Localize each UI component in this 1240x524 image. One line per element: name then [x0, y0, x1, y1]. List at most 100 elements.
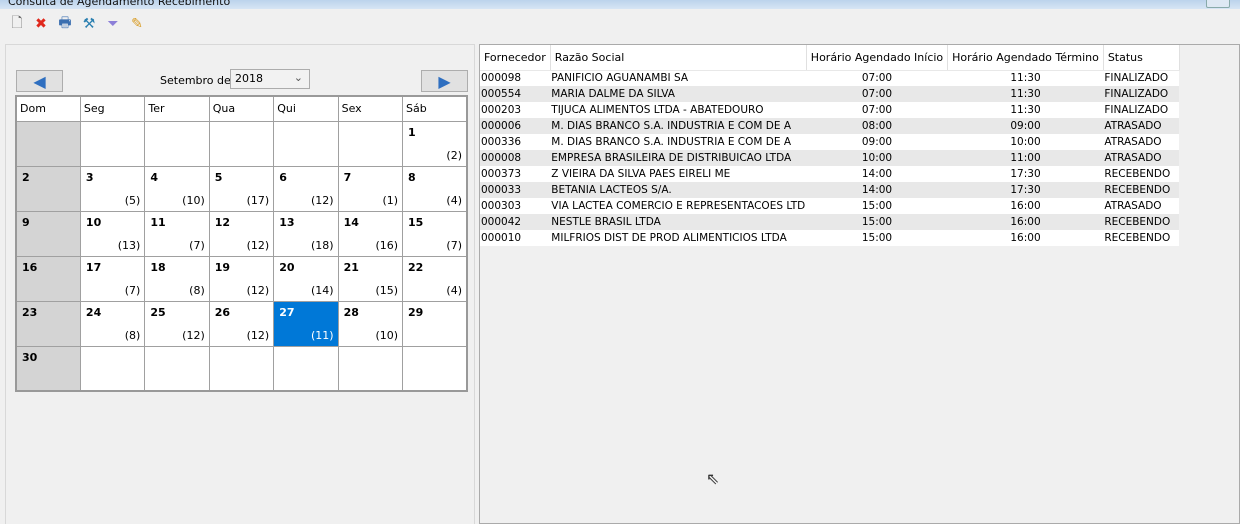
table-row[interactable]: 000303 VIA LACTEA COMERCIO E REPRESENTACO…: [480, 198, 1180, 214]
calendar-day[interactable]: 3 (5): [79, 165, 146, 212]
table-cell: FINALIZADO: [1103, 102, 1180, 118]
table-cell: TIJUCA ALIMENTOS LTDA - ABATEDOURO: [550, 102, 807, 118]
year-select[interactable]: 2018 ⌄: [230, 69, 310, 89]
chevron-down-icon: ⌄: [293, 71, 303, 84]
column-header[interactable]: Horário Agendado Término: [947, 45, 1104, 71]
calendar-day[interactable]: 26 (12): [208, 300, 275, 347]
calendar-day[interactable]: 11 (7): [144, 210, 210, 257]
table-row[interactable]: 000336 M. DIAS BRANCO S.A. INDUSTRIA E CO…: [480, 134, 1180, 150]
calendar-day[interactable]: 13 (18): [273, 210, 339, 257]
calendar-day[interactable]: 19 (12): [208, 255, 275, 302]
table-cell: 07:00: [806, 102, 948, 118]
calendar-day[interactable]: 30: [15, 345, 81, 392]
table-cell: Z VIEIRA DA SILVA PAES EIRELI ME: [550, 166, 807, 182]
table-cell: 08:00: [806, 118, 948, 134]
calendar-day[interactable]: 28 (10): [337, 300, 404, 347]
calendar-day[interactable]: 9: [15, 210, 81, 257]
calendar-day[interactable]: 22 (4): [402, 255, 468, 302]
calendar-day[interactable]: 21 (15): [337, 255, 404, 302]
day-number: 10: [85, 215, 102, 229]
weekday-header: Qua: [208, 95, 275, 122]
weekday-header: Sáb: [402, 95, 468, 122]
table-cell: 000010: [480, 230, 551, 246]
day-number: 25: [150, 305, 166, 319]
table-row[interactable]: 000008 EMPRESA BRASILEIRA DE DISTRIBUICAO…: [480, 150, 1180, 166]
table-row[interactable]: 000042 NESTLE BRASIL LTDA 15:00 16:00 RECEBE…: [480, 214, 1180, 230]
table-cell: 09:00: [947, 118, 1104, 134]
calendar-day[interactable]: 23: [15, 300, 81, 347]
column-header[interactable]: Horário Agendado Início: [806, 45, 949, 71]
calendar-day[interactable]: 16: [15, 255, 81, 302]
tools-icon[interactable]: ⚒: [82, 16, 96, 32]
day-number: 20: [279, 260, 295, 274]
calendar-day[interactable]: 27 (11): [273, 300, 339, 347]
calendar-day[interactable]: 6 (12): [273, 165, 339, 212]
calendar-week: 2 3 (5) 4 (10) 5 (17) 6 (12) 7 (1) 8 (4): [15, 165, 468, 212]
calendar-day: [273, 345, 339, 392]
calendar-day: [208, 345, 275, 392]
table-cell: 16:00: [947, 230, 1104, 246]
table-row[interactable]: 000010 MILFRIOS DIST DE PROD ALIMENTICIOS…: [480, 230, 1180, 246]
window-title: Consulta de Agendamento Recebimento: [8, 0, 231, 8]
calendar-day[interactable]: 15 (7): [402, 210, 468, 257]
day-number: 24: [85, 305, 102, 319]
calendar-day[interactable]: 25 (12): [144, 300, 210, 347]
table-row[interactable]: 000006 M. DIAS BRANCO S.A. INDUSTRIA E CO…: [480, 118, 1180, 134]
day-number: 21: [343, 260, 359, 274]
table-row[interactable]: 000373 Z VIEIRA DA SILVA PAES EIRELI ME 14…: [480, 166, 1180, 182]
table-cell: MILFRIOS DIST DE PROD ALIMENTICIOS LTDA: [550, 230, 807, 246]
calendar-day[interactable]: 20 (14): [273, 255, 339, 302]
table-cell: RECEBENDO: [1103, 166, 1180, 182]
appointment-count: (10): [182, 193, 205, 207]
appointment-count: (4): [446, 193, 462, 207]
table-cell: 000008: [480, 150, 551, 166]
calendar-day[interactable]: 17 (7): [79, 255, 146, 302]
table-row[interactable]: 000033 BETANIA LACTEOS S/A. 14:00 17:30 RECE…: [480, 182, 1180, 198]
column-header[interactable]: Razão Social: [550, 45, 807, 71]
weekday-header: Ter: [144, 95, 210, 122]
calendar-day[interactable]: 8 (4): [402, 165, 468, 212]
table-cell: 10:00: [947, 134, 1104, 150]
day-number: 1: [408, 125, 416, 139]
schedule-table: Fornecedor Razão Social Horário Agendado I…: [480, 45, 1180, 246]
table-cell: VIA LACTEA COMERCIO E REPRESENTACOES LTD: [550, 198, 807, 214]
next-month-button[interactable]: ▶: [421, 70, 468, 92]
column-header[interactable]: Fornecedor: [480, 45, 551, 71]
calendar-day[interactable]: 10 (13): [79, 210, 146, 257]
filter-icon[interactable]: ⏷: [107, 16, 119, 32]
calendar-day[interactable]: 18 (8): [144, 255, 210, 302]
table-cell: 000203: [480, 102, 551, 118]
table-cell: 000098: [480, 70, 551, 86]
day-number: 22: [408, 260, 424, 274]
calendar-day[interactable]: 14 (16): [337, 210, 404, 257]
column-header[interactable]: Status: [1103, 45, 1180, 71]
calendar-day[interactable]: 7 (1): [337, 165, 404, 212]
delete-icon[interactable]: ✖: [35, 16, 47, 32]
day-number: 4: [150, 170, 158, 184]
table-cell: 000336: [480, 134, 551, 150]
prev-month-button[interactable]: ◀: [16, 70, 63, 92]
restore-button[interactable]: [1206, 0, 1230, 8]
day-number: 7: [343, 170, 352, 184]
calendar-day[interactable]: 12 (12): [208, 210, 275, 257]
table-row[interactable]: 000098 PANIFICIO AGUANAMBI SA 07:00 11:30 FI…: [480, 70, 1180, 86]
appointment-count: (5): [124, 193, 141, 207]
table-cell: 15:00: [806, 230, 948, 246]
edit-icon[interactable]: ✎: [131, 16, 143, 32]
arrow-left-icon: ◀: [33, 71, 46, 91]
table-cell: 14:00: [806, 166, 948, 182]
calendar-day[interactable]: 4 (10): [144, 165, 210, 212]
table-cell: BETANIA LACTEOS S/A.: [550, 182, 807, 198]
table-row[interactable]: 000203 TIJUCA ALIMENTOS LTDA - ABATEDOURO…: [480, 102, 1180, 118]
calendar-day[interactable]: 1 (2): [402, 120, 468, 167]
calendar-day[interactable]: 29: [402, 300, 468, 347]
appointment-count: (1): [382, 193, 399, 207]
calendar-day[interactable]: 2: [15, 165, 81, 212]
table-cell: RECEBENDO: [1103, 182, 1180, 198]
table-row[interactable]: 000554 MARIA DALME DA SILVA 07:00 11:30 FINA…: [480, 86, 1180, 102]
new-document-icon[interactable]: 🗋: [11, 15, 23, 31]
calendar-day[interactable]: 5 (17): [208, 165, 275, 212]
calendar-day[interactable]: 24 (8): [79, 300, 146, 347]
appointment-count: (12): [182, 328, 205, 342]
print-icon[interactable]: 🖶: [58, 15, 72, 31]
